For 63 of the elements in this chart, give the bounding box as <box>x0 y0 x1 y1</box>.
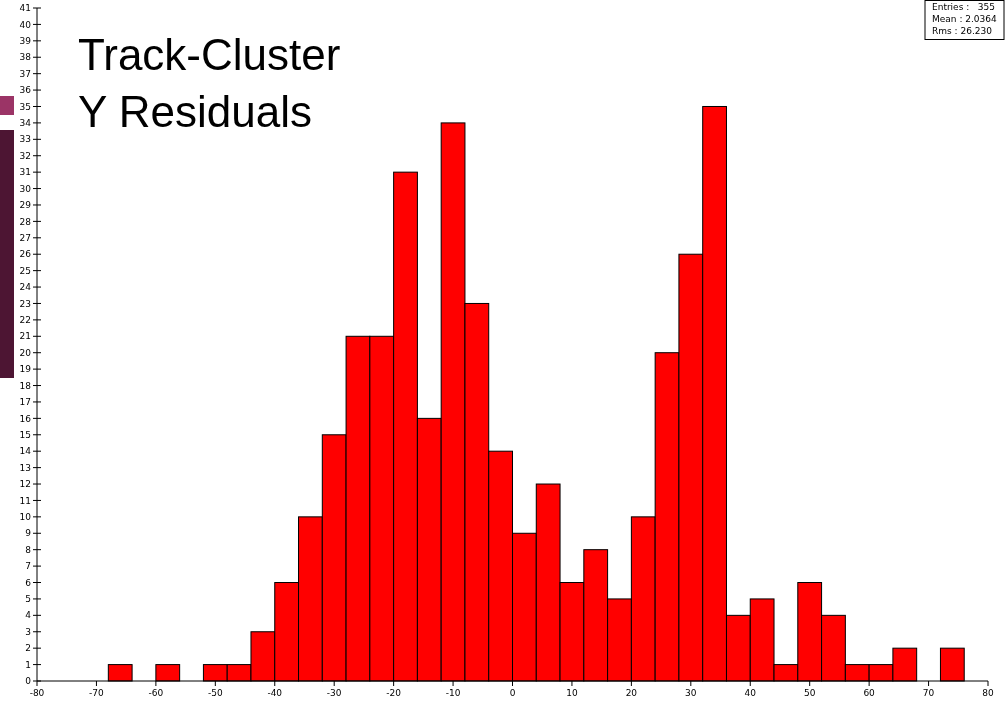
y-tick-label: 32 <box>19 150 31 161</box>
y-tick-label: 38 <box>19 52 32 63</box>
y-tick-label: 6 <box>25 577 32 588</box>
y-tick-label: 41 <box>19 3 31 14</box>
y-tick-label: 26 <box>19 249 32 260</box>
y-tick-label: 30 <box>19 183 32 194</box>
y-tick-label: 40 <box>19 19 32 30</box>
x-tick-label: 60 <box>863 688 876 698</box>
y-tick-label: 37 <box>19 68 31 79</box>
x-tick-label: 50 <box>803 688 816 698</box>
y-tick-label: 24 <box>19 282 32 293</box>
y-tick-label: 34 <box>19 118 32 129</box>
y-tick-label: 9 <box>25 528 32 539</box>
y-tick-label: 4 <box>25 610 32 621</box>
x-tick-label: -30 <box>326 688 342 698</box>
y-tick-label: 39 <box>19 35 32 46</box>
y-tick-label: 0 <box>25 676 32 687</box>
y-tick-label: 18 <box>19 380 32 391</box>
y-tick-label: 36 <box>19 85 32 96</box>
x-tick-label: -60 <box>148 688 164 698</box>
y-tick-label: 21 <box>19 331 31 342</box>
x-tick-label: -50 <box>207 688 223 698</box>
y-tick-label: 23 <box>19 298 31 309</box>
y-tick-label: 27 <box>19 232 31 243</box>
x-tick-label: -80 <box>29 688 45 698</box>
x-tick-label: 30 <box>685 688 697 698</box>
y-tick-label: 15 <box>19 429 31 440</box>
text: Track-Cluster Y Residuals <box>78 30 341 136</box>
y-tick-label: 29 <box>19 200 32 211</box>
y-tick-label: 28 <box>19 216 32 227</box>
x-tick-label: 20 <box>625 688 638 698</box>
x-tick-label: -20 <box>386 688 402 698</box>
annotation: Mean : 2.0364 <box>932 14 998 24</box>
y-tick-label: 35 <box>19 101 31 112</box>
y-tick-label: 25 <box>19 265 31 276</box>
y-tick-label: 13 <box>19 462 31 473</box>
y-tick-label: 12 <box>19 479 31 490</box>
y-tick-label: 7 <box>25 561 31 572</box>
x-tick-label: 40 <box>744 688 757 698</box>
y-tick-label: 19 <box>19 364 32 375</box>
x-tick-label: -10 <box>445 688 461 698</box>
x-tick-label: -70 <box>89 688 105 698</box>
y-tick-label: 1 <box>25 659 31 670</box>
y-tick-label: 5 <box>25 594 31 605</box>
y-tick-label: 17 <box>19 397 31 408</box>
y-tick-label: 16 <box>19 413 32 424</box>
y-tick-label: 11 <box>19 495 31 506</box>
annotation: Entries : 355 <box>932 2 995 12</box>
x-tick-label: 0 <box>509 688 516 698</box>
x-tick-label: 80 <box>982 688 994 698</box>
y-tick-label: 3 <box>25 626 31 637</box>
annotation: Rms : 26.230 <box>932 26 993 36</box>
y-tick-label: 22 <box>19 315 31 326</box>
y-tick-label: 8 <box>25 544 32 555</box>
x-tick-label: 10 <box>566 688 578 698</box>
y-tick-label: 31 <box>19 167 31 178</box>
x-tick-label: -40 <box>267 688 283 698</box>
y-tick-label: 2 <box>25 643 31 654</box>
y-tick-label: 33 <box>19 134 31 145</box>
x-tick-label: 70 <box>922 688 935 698</box>
y-tick-label: 20 <box>19 347 32 358</box>
y-tick-label: 10 <box>19 512 32 522</box>
y-tick-label: 14 <box>19 446 32 457</box>
